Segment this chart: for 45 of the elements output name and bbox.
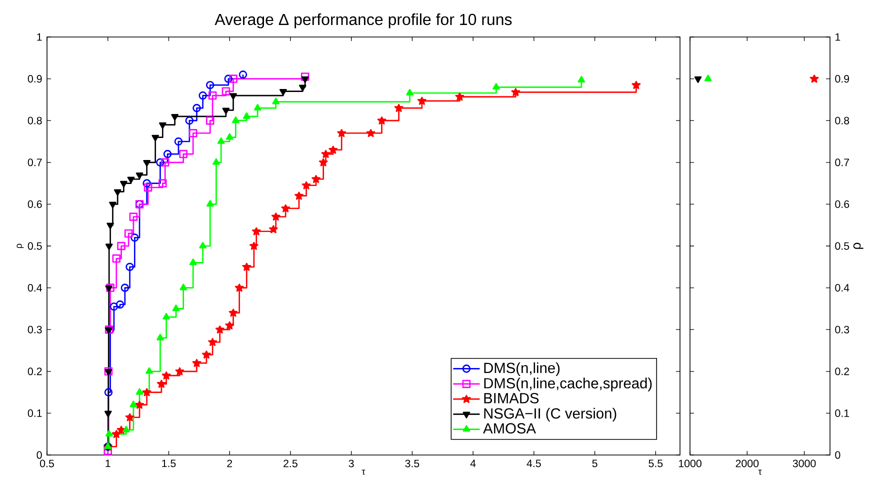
x-tick-label: 3 bbox=[348, 460, 354, 468]
x-tick-label: 4 bbox=[470, 460, 476, 468]
x-tick-label: 3000 bbox=[792, 460, 816, 468]
y-tick-label: 0.8 bbox=[835, 116, 850, 124]
y-tick-label: 0.5 bbox=[835, 242, 850, 250]
chart-title: Average Δ performance profile for 10 runs bbox=[214, 13, 512, 28]
x-tick-label: 5.5 bbox=[648, 460, 663, 468]
y-tick-label: 1 bbox=[37, 33, 42, 41]
y-axis-title: ρ bbox=[853, 242, 864, 249]
legend-label: DMS(n,line,cache,spread) bbox=[484, 378, 652, 392]
legend-label: AMOSA bbox=[483, 423, 536, 434]
y-axis-title: ρ bbox=[16, 244, 24, 248]
x-tick-label: 2.5 bbox=[284, 460, 298, 468]
x-tick-label: 1.5 bbox=[162, 460, 176, 468]
y-tick-label: 0.1 bbox=[28, 409, 42, 417]
y-tick-label: 0.7 bbox=[28, 158, 42, 166]
x-tick-label: 2 bbox=[227, 460, 232, 468]
y-tick-label: 0.2 bbox=[835, 368, 850, 376]
y-tick-label: 0.7 bbox=[835, 158, 850, 166]
y-tick-label: 0.1 bbox=[835, 409, 850, 417]
x-axis-title: τ bbox=[758, 470, 762, 475]
y-tick-label: 0.2 bbox=[28, 368, 42, 376]
y-tick-label: 0.4 bbox=[28, 284, 42, 292]
x-tick-label: 3.5 bbox=[405, 460, 420, 468]
x-tick-label: 2000 bbox=[736, 460, 759, 468]
y-tick-label: 0.6 bbox=[835, 200, 850, 208]
x-tick-label: 1000 bbox=[678, 460, 702, 468]
y-tick-label: 0.8 bbox=[28, 116, 42, 124]
legend-label: DMS(n,line) bbox=[484, 362, 560, 376]
y-tick-label: 0.5 bbox=[28, 242, 42, 250]
y-tick-label: 0.4 bbox=[835, 284, 850, 292]
y-tick-label: 0.9 bbox=[28, 75, 42, 83]
y-tick-label: 0 bbox=[835, 451, 840, 459]
y-tick-label: 0 bbox=[36, 451, 42, 459]
y-tick-label: 0.3 bbox=[28, 326, 42, 334]
y-tick-label: 1 bbox=[836, 33, 840, 41]
legend-label: NSGA−II (C version) bbox=[484, 408, 616, 422]
y-tick-label: 0.3 bbox=[835, 326, 850, 334]
x-tick-label: 4.5 bbox=[526, 460, 541, 468]
y-tick-label: 0.6 bbox=[28, 200, 42, 208]
legend-label: BIMADS bbox=[484, 392, 539, 404]
x-axis-title: τ bbox=[362, 470, 366, 475]
x-tick-label: 1 bbox=[106, 460, 110, 468]
y-tick-label: 0.9 bbox=[835, 75, 850, 83]
x-tick-label: 5 bbox=[592, 460, 598, 468]
